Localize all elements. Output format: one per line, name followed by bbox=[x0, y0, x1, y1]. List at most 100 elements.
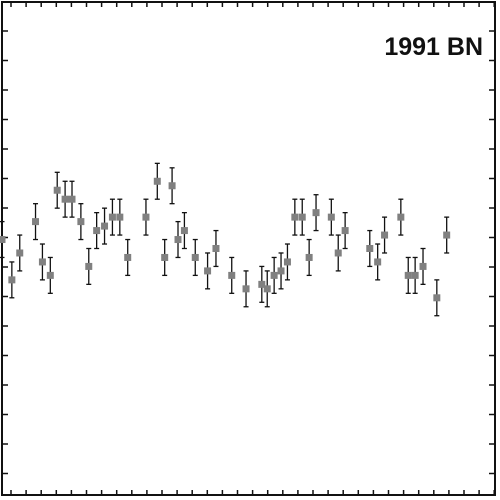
point-marker bbox=[277, 267, 285, 275]
point-marker bbox=[283, 258, 291, 266]
data-point bbox=[263, 270, 271, 308]
point-marker bbox=[124, 253, 132, 261]
data-point bbox=[381, 216, 389, 254]
data-point bbox=[85, 247, 93, 286]
data-point bbox=[212, 229, 220, 268]
data-point bbox=[341, 211, 349, 250]
data-point bbox=[228, 256, 236, 294]
data-point bbox=[374, 243, 382, 281]
point-marker bbox=[32, 218, 40, 226]
data-point bbox=[312, 194, 320, 232]
data-point bbox=[258, 265, 266, 303]
data-point bbox=[93, 211, 101, 250]
point-marker bbox=[61, 195, 69, 203]
data-point bbox=[366, 229, 374, 268]
point-marker bbox=[411, 271, 419, 279]
point-marker bbox=[404, 271, 412, 279]
point-marker bbox=[85, 262, 93, 270]
point-marker bbox=[263, 285, 271, 293]
point-marker bbox=[46, 271, 54, 279]
data-point bbox=[397, 198, 405, 236]
data-point bbox=[283, 243, 291, 281]
point-marker bbox=[168, 182, 176, 190]
data-point bbox=[327, 198, 335, 236]
data-point bbox=[153, 162, 161, 200]
data-point bbox=[433, 279, 441, 317]
point-marker bbox=[204, 267, 212, 275]
data-points bbox=[0, 162, 451, 317]
point-marker bbox=[305, 253, 313, 261]
point-marker bbox=[366, 245, 374, 252]
point-marker bbox=[298, 213, 306, 221]
data-point bbox=[53, 171, 61, 209]
point-marker bbox=[212, 245, 220, 252]
data-point bbox=[8, 261, 16, 299]
point-marker bbox=[180, 227, 188, 235]
point-marker bbox=[270, 271, 278, 279]
data-point bbox=[298, 198, 306, 236]
point-marker bbox=[381, 231, 389, 239]
point-marker bbox=[53, 186, 61, 194]
point-marker bbox=[38, 258, 46, 266]
point-marker bbox=[77, 218, 85, 226]
data-point bbox=[38, 243, 46, 281]
point-marker bbox=[242, 285, 250, 293]
data-point bbox=[404, 256, 412, 294]
bottom-axis-ticks bbox=[10, 490, 495, 495]
data-point bbox=[0, 220, 6, 259]
point-marker bbox=[101, 222, 109, 230]
point-marker bbox=[68, 195, 76, 203]
point-marker bbox=[341, 227, 349, 235]
point-marker bbox=[312, 209, 320, 217]
point-marker bbox=[327, 213, 335, 221]
data-point bbox=[77, 203, 85, 241]
point-marker bbox=[433, 294, 441, 302]
data-point bbox=[291, 198, 299, 236]
left-axis-ticks bbox=[2, 30, 8, 475]
data-point bbox=[116, 198, 124, 236]
point-marker bbox=[93, 227, 101, 235]
data-point bbox=[161, 238, 169, 277]
data-point bbox=[180, 211, 188, 250]
point-marker bbox=[161, 253, 169, 261]
data-point bbox=[242, 270, 250, 308]
top-axis-ticks bbox=[10, 2, 495, 7]
point-marker bbox=[8, 276, 16, 284]
data-point bbox=[277, 252, 285, 290]
point-marker bbox=[16, 249, 24, 257]
data-point bbox=[46, 256, 54, 294]
data-point bbox=[419, 247, 427, 286]
point-marker bbox=[374, 258, 382, 266]
data-point bbox=[174, 220, 182, 259]
point-marker bbox=[334, 249, 342, 257]
point-marker bbox=[258, 280, 266, 288]
data-point bbox=[270, 256, 278, 294]
point-marker bbox=[116, 213, 124, 221]
point-marker bbox=[191, 253, 199, 261]
point-marker bbox=[419, 262, 427, 270]
data-point bbox=[101, 207, 109, 245]
data-point bbox=[443, 216, 451, 254]
data-point bbox=[191, 238, 199, 277]
point-marker bbox=[397, 213, 405, 221]
chart-title: 1991 BN bbox=[384, 33, 483, 61]
data-point bbox=[68, 180, 76, 218]
data-point bbox=[168, 167, 176, 205]
data-point bbox=[108, 198, 116, 236]
data-point bbox=[61, 180, 69, 218]
point-marker bbox=[174, 236, 182, 244]
data-point bbox=[411, 256, 419, 294]
point-marker bbox=[153, 177, 161, 185]
point-marker bbox=[443, 231, 451, 239]
point-marker bbox=[108, 213, 116, 221]
data-point bbox=[32, 203, 40, 241]
point-marker bbox=[0, 236, 6, 244]
data-point bbox=[334, 234, 342, 272]
point-marker bbox=[291, 213, 299, 221]
point-marker bbox=[142, 213, 150, 221]
data-point bbox=[142, 198, 150, 236]
right-axis-ticks bbox=[489, 30, 495, 475]
